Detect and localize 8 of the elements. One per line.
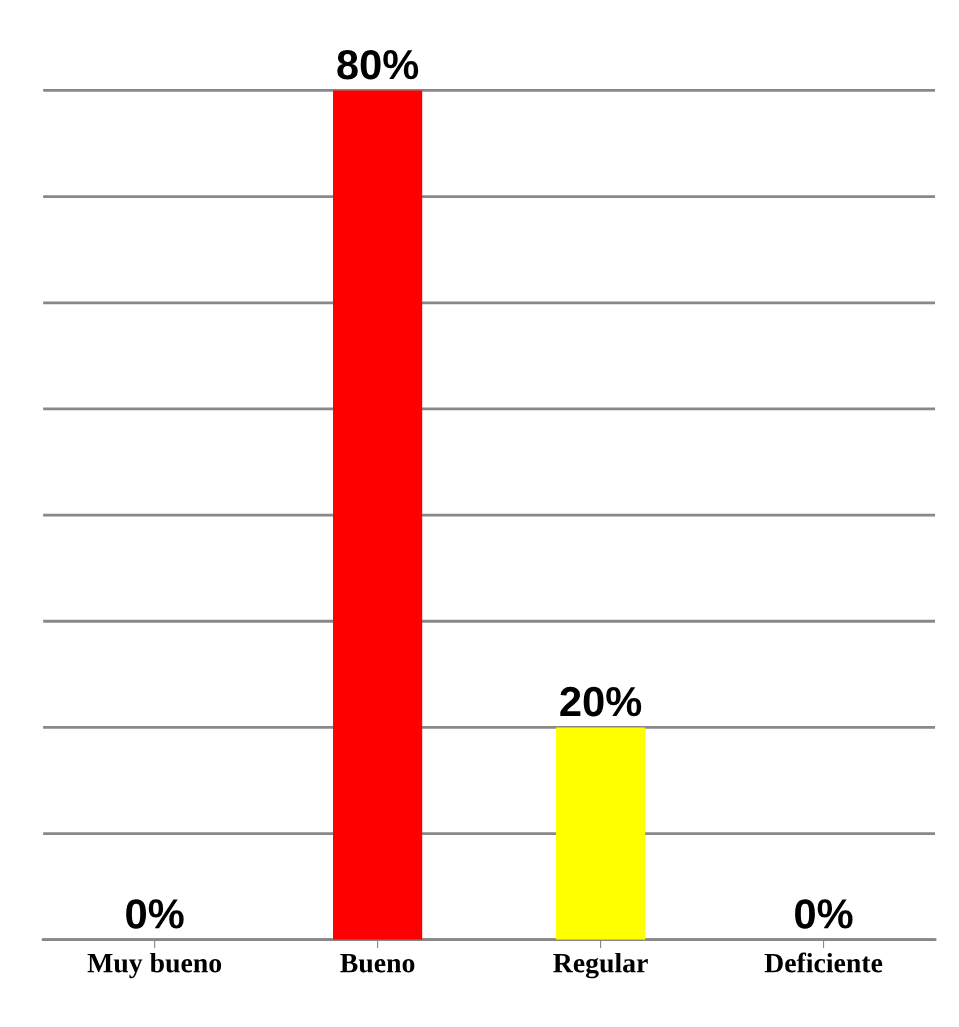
data-label: 80%	[337, 49, 419, 80]
x-tick-label: Bueno	[340, 953, 415, 973]
x-tick-label: Regular	[553, 952, 648, 979]
x-tick-label: Deficiente	[764, 952, 883, 973]
data-label: 0%	[126, 899, 184, 929]
data-label: 0%	[795, 899, 853, 929]
x-tick-label: Muy bueno	[87, 952, 222, 979]
data-label: 20%	[560, 686, 642, 717]
